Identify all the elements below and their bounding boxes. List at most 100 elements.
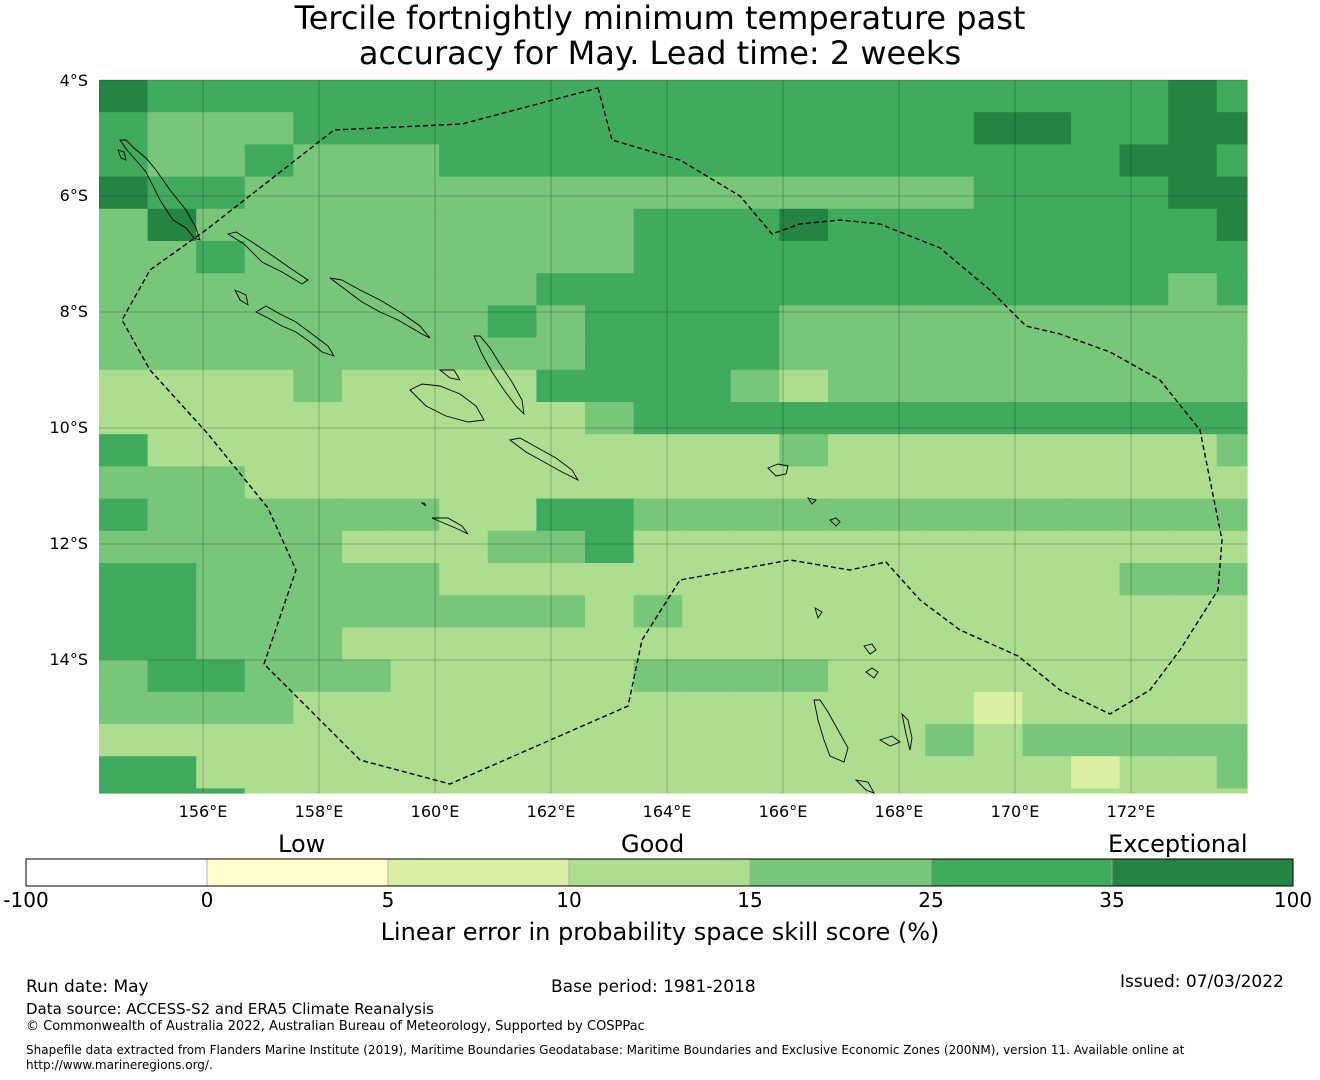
skill-cell [147,595,197,628]
skill-cell [779,369,829,403]
skill-cell [1022,691,1072,725]
skill-cell [682,691,732,725]
skill-cell [342,176,392,210]
skill-cell [390,241,440,274]
skill-cell [828,756,878,789]
skill-cell [390,80,440,113]
skill-cell [293,241,343,274]
skill-cell [1022,659,1072,693]
skill-cell [1168,305,1218,339]
skill-cell [585,176,635,210]
skill-cell [828,305,878,339]
island-malaita [473,335,525,416]
skill-cell [293,144,343,178]
skill-cell [196,80,246,113]
skill-cell [779,402,829,435]
island-makira [508,437,580,482]
colorbar-border [25,858,1294,887]
skill-cell [925,208,975,242]
skill-cell [828,337,878,371]
skill-cell [342,337,392,371]
island-guadalcanal [409,383,485,423]
skill-cell [1119,788,1169,794]
skill-cell [390,724,440,757]
skill-cell [390,466,440,500]
skill-cell [390,659,440,693]
skill-cell [1216,80,1248,113]
skill-cell [1216,691,1248,725]
skill-cell [244,691,294,725]
skill-cell [1216,595,1248,628]
skill-cell [925,563,975,596]
lon-label-172e: 172°E [1106,802,1156,821]
island-rennell [431,517,469,535]
skill-cell [876,305,926,339]
skill-cell [1022,80,1072,113]
skill-cell [293,724,343,757]
skill-cell [536,595,586,628]
lon-label-164e: 164°E [642,802,692,821]
skill-cell [390,176,440,210]
skill-cell [925,273,975,306]
skill-cell [1022,369,1072,403]
skill-cell [828,241,878,274]
skill-cell [585,563,635,596]
skill-cell [925,402,975,435]
skill-cell [342,724,392,757]
skill-cell [730,563,780,596]
skill-cell [828,402,878,435]
shapefile-credit: Shapefile data extracted from Flanders M… [26,1043,1185,1072]
skill-cell [1168,691,1218,725]
skill-cell [585,788,635,794]
skill-cell [390,208,440,242]
skill-cell [390,337,440,371]
skill-cell [973,788,1023,794]
skill-cell [487,337,537,371]
skill-cell [1022,788,1072,794]
skill-cell [487,498,537,532]
skill-cell [779,208,829,242]
skill-cell [585,273,635,306]
skill-cell [536,627,586,661]
skill-cell [196,369,246,403]
skill-cell [196,466,246,500]
skill-cell [99,273,149,306]
skill-cell [585,434,635,467]
skill-cell [779,530,829,564]
skill-cell [1022,595,1072,628]
skill-cell [487,788,537,794]
copyright: © Commonwealth of Australia 2022, Austra… [26,1019,645,1034]
skill-cell [99,434,149,467]
skill-cell [196,337,246,371]
skill-cell [487,144,537,178]
skill-cell [147,402,197,435]
skill-cell [779,337,829,371]
skill-cell [439,337,489,371]
skill-cell [876,627,926,661]
skill-cell [1119,273,1169,306]
skill-cell [682,498,732,532]
skill-cell [244,208,294,242]
skill-cell [925,466,975,500]
skill-cell [342,691,392,725]
skill-cell [244,144,294,178]
skill-cell [925,498,975,532]
skill-cell [487,756,537,789]
skill-cell [244,337,294,371]
skill-cell [682,112,732,145]
skill-cell [536,402,586,435]
skill-cell [147,724,197,757]
island-gaua [865,667,879,679]
skill-cell [585,724,635,757]
base-period: Base period: 1981-2018 [551,977,756,997]
skill-cell [925,530,975,564]
skill-cell [828,369,878,403]
skill-cell [585,80,635,113]
skill-cell [244,498,294,532]
skill-cell [730,80,780,113]
skill-cell [99,112,149,145]
skill-cell [633,144,683,178]
skill-cell [244,756,294,789]
skill-cell [1071,144,1121,178]
skill-cell [99,530,149,564]
